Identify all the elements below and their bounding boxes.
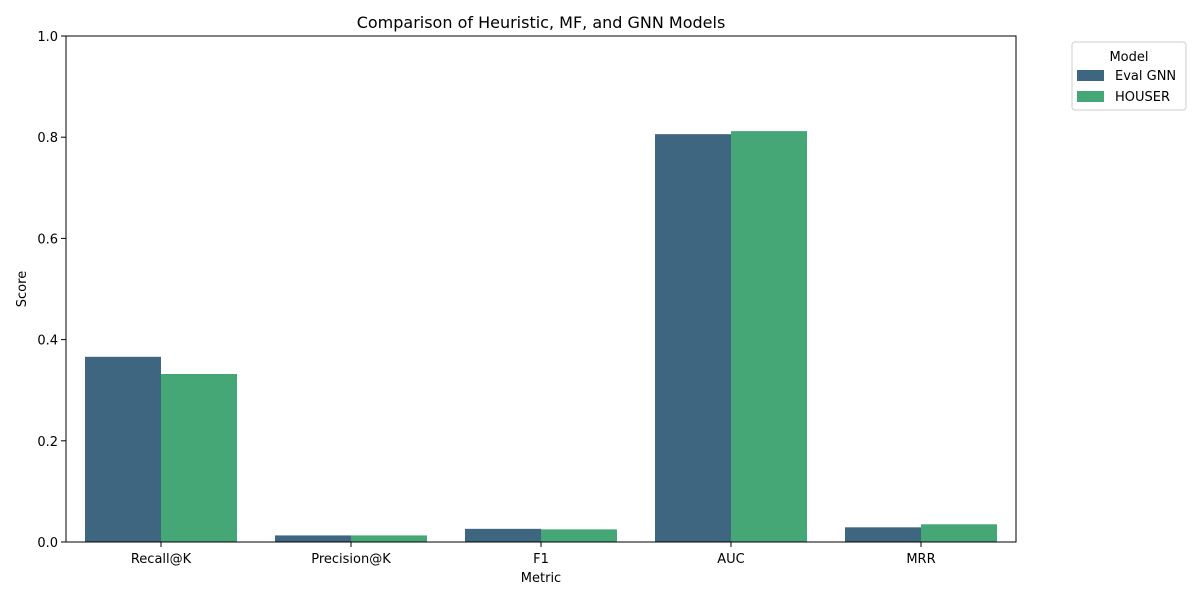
y-tick-label: 0.2	[37, 435, 58, 450]
legend-entry: HOUSER	[1115, 90, 1170, 105]
chart-title: Comparison of Heuristic, MF, and GNN Mod…	[357, 13, 726, 32]
bar-eval-gnn-mrr	[845, 527, 921, 542]
legend: Model Eval GNN HOUSER	[1071, 41, 1187, 111]
x-axis: Recall@K Precision@K F1 AUC MRR	[131, 542, 936, 567]
x-tick-label: AUC	[717, 552, 745, 567]
x-axis-label: Metric	[521, 571, 561, 586]
legend-swatch	[1077, 70, 1104, 81]
bars-group	[85, 131, 997, 543]
x-tick-label: Recall@K	[131, 552, 192, 567]
bar-eval-gnn-precisionk	[275, 535, 351, 542]
bar-houser-f1	[541, 529, 617, 542]
y-axis-label: Score	[15, 271, 30, 307]
bar-eval-gnn-f1	[465, 528, 541, 542]
y-tick-label: 0.8	[37, 131, 58, 146]
legend-entry: Eval GNN	[1115, 69, 1176, 84]
bar-houser-auc	[731, 131, 807, 543]
y-tick-label: 0.4	[37, 334, 58, 349]
legend-swatch	[1077, 91, 1104, 102]
bar-houser-recallk	[161, 374, 237, 542]
x-tick-label: Precision@K	[311, 552, 391, 567]
x-tick-label: MRR	[906, 552, 935, 567]
y-tick-label: 0.0	[37, 536, 58, 551]
plot-frame	[65, 35, 1017, 543]
y-axis: 0.0 0.2 0.4 0.6 0.8 1.0	[37, 30, 66, 551]
bar-eval-gnn-recallk	[85, 356, 161, 542]
x-tick-label: F1	[533, 552, 549, 567]
bar-houser-mrr	[921, 524, 997, 542]
y-tick-label: 0.6	[37, 232, 58, 247]
bar-houser-precisionk	[351, 535, 427, 542]
bar-eval-gnn-auc	[655, 134, 731, 542]
y-tick-label: 1.0	[37, 30, 58, 45]
legend-title: Model	[1109, 50, 1148, 65]
